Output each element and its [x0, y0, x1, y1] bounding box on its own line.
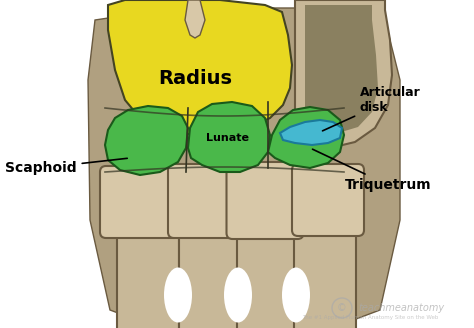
FancyBboxPatch shape	[117, 230, 179, 328]
Text: The #1 Applied Human Anatomy Site on the Web: The #1 Applied Human Anatomy Site on the…	[302, 316, 438, 320]
Text: Radius: Radius	[158, 69, 232, 88]
Polygon shape	[188, 102, 270, 172]
FancyBboxPatch shape	[179, 233, 241, 328]
Text: Scaphoid: Scaphoid	[5, 158, 127, 175]
Ellipse shape	[224, 268, 252, 322]
FancyBboxPatch shape	[227, 162, 303, 239]
FancyBboxPatch shape	[100, 166, 180, 238]
FancyBboxPatch shape	[168, 164, 242, 238]
Text: ©: ©	[337, 303, 347, 313]
FancyBboxPatch shape	[292, 164, 364, 236]
Ellipse shape	[282, 268, 310, 322]
FancyBboxPatch shape	[237, 233, 299, 328]
Polygon shape	[185, 0, 205, 38]
Polygon shape	[88, 8, 400, 325]
Polygon shape	[105, 106, 188, 175]
Polygon shape	[108, 0, 292, 135]
Polygon shape	[295, 0, 392, 148]
Polygon shape	[305, 5, 378, 133]
Text: Articular
disk: Articular disk	[322, 86, 421, 131]
Polygon shape	[268, 107, 344, 168]
Text: Triquetrum: Triquetrum	[312, 149, 432, 192]
Text: Lunate: Lunate	[207, 133, 249, 143]
Ellipse shape	[164, 268, 192, 322]
Polygon shape	[280, 120, 342, 145]
Text: teachmeanatomy: teachmeanatomy	[358, 303, 444, 313]
FancyBboxPatch shape	[294, 230, 356, 328]
